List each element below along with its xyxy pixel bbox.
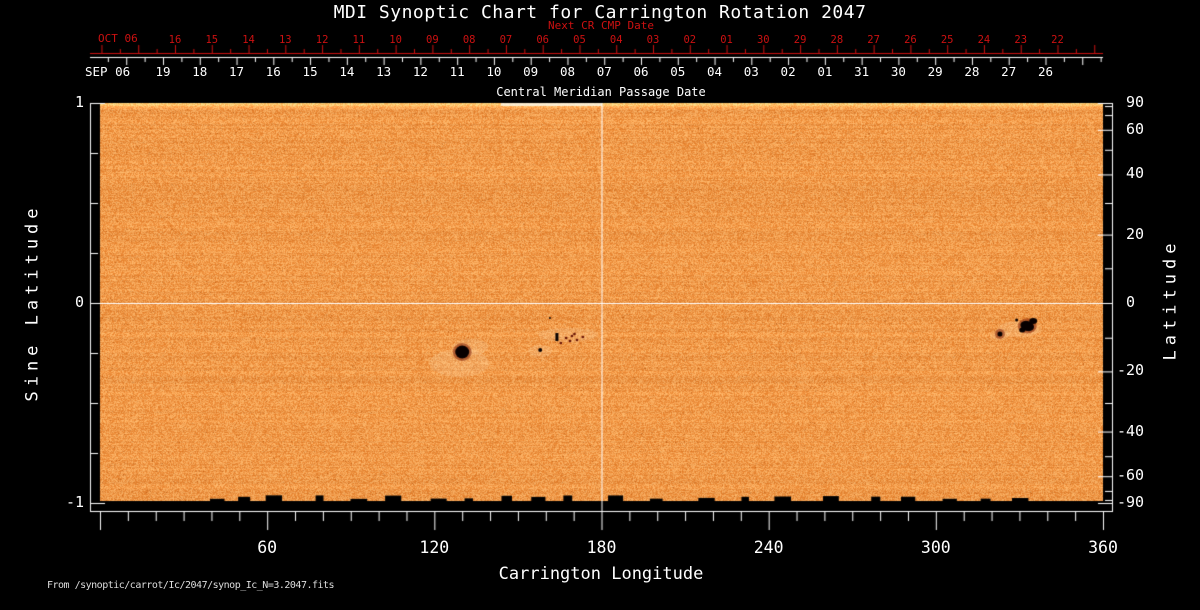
next-cr-day-label: 22 xyxy=(1051,34,1064,46)
cmp-day-label: 19 xyxy=(155,64,171,79)
cmp-day-label: 15 xyxy=(302,64,318,79)
next-cr-day-label: 25 xyxy=(940,34,954,46)
y-right-tick-label: 0 xyxy=(1126,293,1136,311)
cmp-day-label: 05 xyxy=(670,64,686,79)
y-left-tick-label: 0 xyxy=(74,293,84,311)
y-right-tick-label: 90 xyxy=(1126,93,1145,111)
cmp-day-label: 31 xyxy=(854,64,870,79)
next-cr-day-label: 08 xyxy=(462,34,476,46)
cmp-day-label: 26 xyxy=(1037,64,1053,79)
next-cr-day-label: 12 xyxy=(315,34,329,46)
cmp-day-label: 16 xyxy=(265,64,281,79)
x-axis-tick-label: 180 xyxy=(586,538,617,557)
cmp-day-label: 11 xyxy=(449,64,465,79)
cmp-day-label: 13 xyxy=(376,64,392,79)
cmp-day-label: 04 xyxy=(707,64,723,79)
source-file-note: From /synoptic/carrot/Ic/2047/synop_Ic_N… xyxy=(47,580,335,591)
y-right-tick-label: 60 xyxy=(1126,119,1145,138)
next-cr-day-label: 09 xyxy=(426,34,439,46)
next-cr-day-label: 03 xyxy=(646,34,660,46)
next-cr-cmp-date-label: Next CR CMP Date xyxy=(548,19,654,32)
cmp-month-label: SEP 06 xyxy=(85,64,131,79)
cmp-day-label: 12 xyxy=(412,64,428,79)
y-right-tick-label: -90 xyxy=(1117,493,1145,511)
cmp-day-label: 14 xyxy=(339,64,355,79)
x-axis-tick-label: 300 xyxy=(920,538,951,557)
cmp-day-label: 10 xyxy=(486,64,502,79)
cmp-day-label: 02 xyxy=(780,64,796,79)
cmp-day-label: 01 xyxy=(817,64,833,79)
next-cr-day-label: 05 xyxy=(573,34,586,46)
x-axis-tick-label: 360 xyxy=(1088,538,1118,557)
y-left-tick-label: -1 xyxy=(65,493,84,511)
next-cr-day-label: 11 xyxy=(352,34,366,46)
y-right-tick-label: -40 xyxy=(1117,421,1145,440)
next-cr-month-label: OCT 06 xyxy=(98,32,138,45)
next-cr-day-label: 24 xyxy=(977,34,991,46)
next-cr-day-label: 27 xyxy=(867,34,880,46)
cmp-day-label: 08 xyxy=(559,64,575,79)
cmp-day-label: 06 xyxy=(633,64,649,79)
next-cr-day-label: 02 xyxy=(683,34,697,46)
next-cr-day-label: 15 xyxy=(205,34,219,46)
cmp-day-label: 03 xyxy=(743,64,759,79)
cmp-day-label: 09 xyxy=(523,64,539,79)
next-cr-day-label: 13 xyxy=(278,34,292,46)
x-axis-tick-label: 120 xyxy=(419,538,450,557)
next-cr-day-label: 16 xyxy=(168,34,182,46)
next-cr-day-label: 06 xyxy=(536,34,550,46)
y-right-tick-label: -20 xyxy=(1117,361,1145,380)
next-cr-day-label: 01 xyxy=(720,34,733,46)
cmp-day-label: 29 xyxy=(927,64,943,79)
cmp-day-label: 30 xyxy=(890,64,906,79)
next-cr-day-label: 07 xyxy=(499,34,513,46)
y-right-tick-label: 40 xyxy=(1126,164,1145,183)
chart-title: MDI Synoptic Chart for Carrington Rotati… xyxy=(333,2,867,23)
y-left-tick-label: 1 xyxy=(74,93,84,111)
next-cr-day-label: 29 xyxy=(793,34,807,46)
next-cr-day-label: 23 xyxy=(1014,34,1028,46)
y-right-tick-label: 20 xyxy=(1126,224,1145,243)
next-cr-day-label: 14 xyxy=(242,34,255,46)
y-left-axis-title: Sine Latitude xyxy=(22,203,43,402)
x-axis-tick-label: 60 xyxy=(257,538,278,557)
cmp-day-label: 18 xyxy=(192,64,208,79)
next-cr-day-label: 10 xyxy=(389,34,402,46)
next-cr-day-label: 28 xyxy=(830,34,844,46)
next-cr-day-label: 30 xyxy=(756,34,770,46)
cmp-day-label: 27 xyxy=(1001,64,1017,79)
y-right-axis-title: Latitude xyxy=(1160,238,1181,361)
cmp-day-label: 17 xyxy=(229,64,245,79)
y-right-tick-label: -60 xyxy=(1117,466,1145,485)
cmp-date-axis-title: Central Meridian Passage Date xyxy=(496,85,706,99)
x-axis-tick-label: 240 xyxy=(753,538,784,557)
next-cr-day-label: 26 xyxy=(904,34,917,46)
x-axis-title: Carrington Longitude xyxy=(498,564,704,584)
cmp-day-label: 28 xyxy=(964,64,980,79)
cmp-day-label: 07 xyxy=(596,64,612,79)
next-cr-day-label: 04 xyxy=(609,34,623,46)
